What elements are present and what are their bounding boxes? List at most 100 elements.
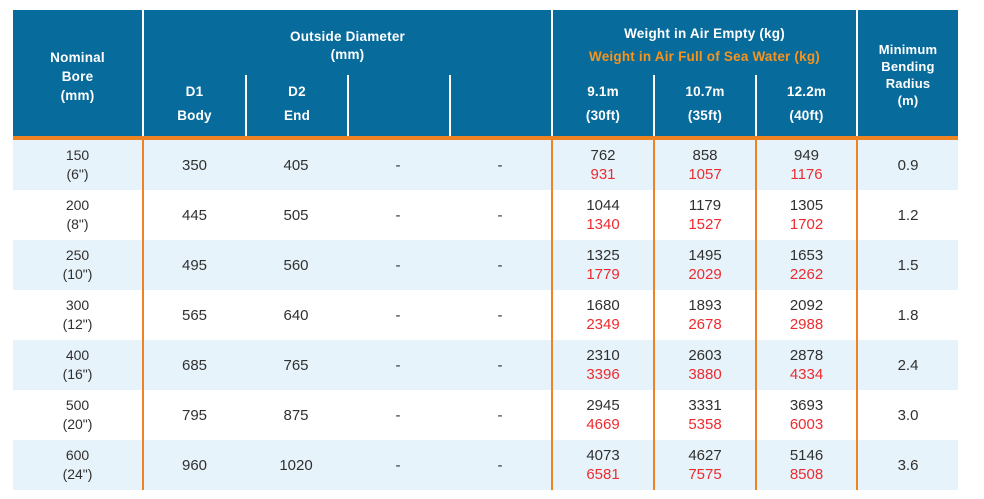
cell-weight-30ft: 2945 4669 xyxy=(551,390,653,440)
cell-weight-35ft: 2603 3880 xyxy=(653,340,755,390)
cell-d1: 350 xyxy=(142,140,245,190)
weight-empty-value: 5146 xyxy=(789,447,824,464)
cell-weight-30ft: 4073 6581 xyxy=(551,440,653,490)
weight-full-value: 3396 xyxy=(586,366,620,383)
weight-empty-value: 949 xyxy=(793,147,820,164)
weight-full-value: 4669 xyxy=(586,416,620,433)
cell-d1: 960 xyxy=(142,440,245,490)
cell-dash: - xyxy=(497,356,503,374)
weight-empty-value: 4073 xyxy=(586,447,620,464)
cell-radius: 1.5 xyxy=(856,240,958,290)
header-subcol-d1: D1 Body xyxy=(144,75,245,136)
cell-weight-35ft: 4627 7575 xyxy=(653,440,755,490)
cell-dash: - xyxy=(497,406,503,424)
cell-radius: 0.9 xyxy=(856,140,958,190)
cell-d2: 560 xyxy=(283,256,309,274)
weight-full-value: 6581 xyxy=(586,466,620,483)
cell-dash: - xyxy=(395,356,401,374)
weight-full-value: 5358 xyxy=(688,416,722,433)
pipe-spec-table: Nominal Bore (mm) Outside Diameter (mm) … xyxy=(13,10,958,490)
cell-radius: 3.0 xyxy=(856,390,958,440)
header-subcol-10-7m: 10.7m (35ft) xyxy=(653,75,755,136)
cell-weight-40ft: 2092 2988 xyxy=(755,290,856,340)
weight-empty-value: 858 xyxy=(692,147,718,164)
cell-weight-30ft: 762 931 xyxy=(551,140,653,190)
weight-empty-value: 2878 xyxy=(789,347,824,364)
header-outside-diameter-title: Outside Diameter (mm) xyxy=(290,28,405,62)
cell-bore: 150 (6") xyxy=(65,147,90,182)
cell-dash: - xyxy=(395,406,401,424)
cell-weight-35ft: 3331 5358 xyxy=(653,390,755,440)
weight-empty-value: 2603 xyxy=(688,347,722,364)
cell-dash: - xyxy=(395,456,401,474)
weight-full-value: 2678 xyxy=(688,316,722,333)
cell-d2: 505 xyxy=(283,206,309,224)
cell-weight-40ft: 1305 1702 xyxy=(755,190,856,240)
table-row: 250 (10") 495 560 - - 1325 1779 1495 202… xyxy=(13,240,958,290)
cell-weight-40ft: 2878 4334 xyxy=(755,340,856,390)
cell-weight-40ft: 3693 6003 xyxy=(755,390,856,440)
cell-dash: - xyxy=(395,256,401,274)
weight-empty-value: 1044 xyxy=(586,197,620,214)
cell-weight-35ft: 1179 1527 xyxy=(653,190,755,240)
cell-d2: 640 xyxy=(283,306,309,324)
weight-full-value: 931 xyxy=(590,166,616,183)
header-subcol-empty-1 xyxy=(347,75,449,136)
feet-label: (40ft) xyxy=(789,107,824,123)
cell-d2: 1020 xyxy=(279,456,313,474)
cell-bore: 200 (8") xyxy=(65,197,90,232)
weight-subheader-row: 9.1m (30ft) 10.7m (35ft) 12.2m (40ft) xyxy=(553,75,856,136)
cell-bore: 500 (20") xyxy=(62,397,93,432)
length-label: 9.1m xyxy=(587,84,619,100)
cell-d1: 445 xyxy=(142,190,245,240)
cell-weight-30ft: 1044 1340 xyxy=(551,190,653,240)
subcol-id: D2 xyxy=(288,84,306,100)
cell-radius: 3.6 xyxy=(856,440,958,490)
table-row: 500 (20") 795 875 - - 2945 4669 3331 535… xyxy=(13,390,958,440)
weight-full-value: 1702 xyxy=(789,216,824,233)
feet-label: (30ft) xyxy=(585,107,621,123)
weight-titles: Weight in Air Empty (kg) Weight in Air F… xyxy=(553,10,856,75)
table-row: 400 (16") 685 765 - - 2310 3396 2603 388… xyxy=(13,340,958,390)
weight-full-value: 6003 xyxy=(789,416,824,433)
weight-full-value: 1527 xyxy=(688,216,722,233)
cell-bore: 600 (24") xyxy=(62,447,93,482)
header-subcol-empty-2 xyxy=(449,75,551,136)
length-label: 10.7m xyxy=(685,84,725,100)
subcol-label: Body xyxy=(177,107,212,123)
table-row: 150 (6") 350 405 - - 762 931 858 1057 94… xyxy=(13,140,958,190)
length-label: 12.2m xyxy=(786,84,827,100)
weight-empty-value: 1179 xyxy=(688,197,722,214)
cell-weight-30ft: 1680 2349 xyxy=(551,290,653,340)
weight-empty-value: 1305 xyxy=(789,197,824,214)
cell-dash: - xyxy=(497,306,503,324)
header-divider xyxy=(13,136,958,140)
weight-empty-value: 1653 xyxy=(789,247,824,264)
weight-empty-value: 2310 xyxy=(586,347,620,364)
cell-dash: - xyxy=(497,206,503,224)
weight-full-value: 3880 xyxy=(688,366,722,383)
cell-weight-35ft: 1893 2678 xyxy=(653,290,755,340)
weight-full-value: 1176 xyxy=(790,166,823,183)
weight-empty-value: 2945 xyxy=(586,397,620,414)
cell-dash: - xyxy=(395,206,401,224)
cell-bore: 300 (12") xyxy=(62,297,93,332)
cell-dash: - xyxy=(395,156,401,174)
weight-full-value: 2988 xyxy=(789,316,824,333)
weight-full-value: 1779 xyxy=(586,266,620,283)
weight-full-value: 2262 xyxy=(789,266,824,283)
table-row: 600 (24") 960 1020 - - 4073 6581 4627 75… xyxy=(13,440,958,490)
cell-d1: 795 xyxy=(142,390,245,440)
cell-bore: 400 (16") xyxy=(62,347,93,382)
weight-full-label: Weight in Air Full of Sea Water (kg) xyxy=(589,49,820,64)
cell-d1: 495 xyxy=(142,240,245,290)
cell-weight-30ft: 1325 1779 xyxy=(551,240,653,290)
weight-full-value: 2029 xyxy=(688,266,722,283)
cell-dash: - xyxy=(497,456,503,474)
cell-weight-40ft: 949 1176 xyxy=(755,140,856,190)
cell-d2: 875 xyxy=(283,406,309,424)
header-subcol-d2: D2 End xyxy=(245,75,347,136)
header-nominal-bore: Nominal Bore (mm) xyxy=(50,49,105,103)
cell-weight-40ft: 1653 2262 xyxy=(755,240,856,290)
subcol-id: D1 xyxy=(185,84,204,100)
